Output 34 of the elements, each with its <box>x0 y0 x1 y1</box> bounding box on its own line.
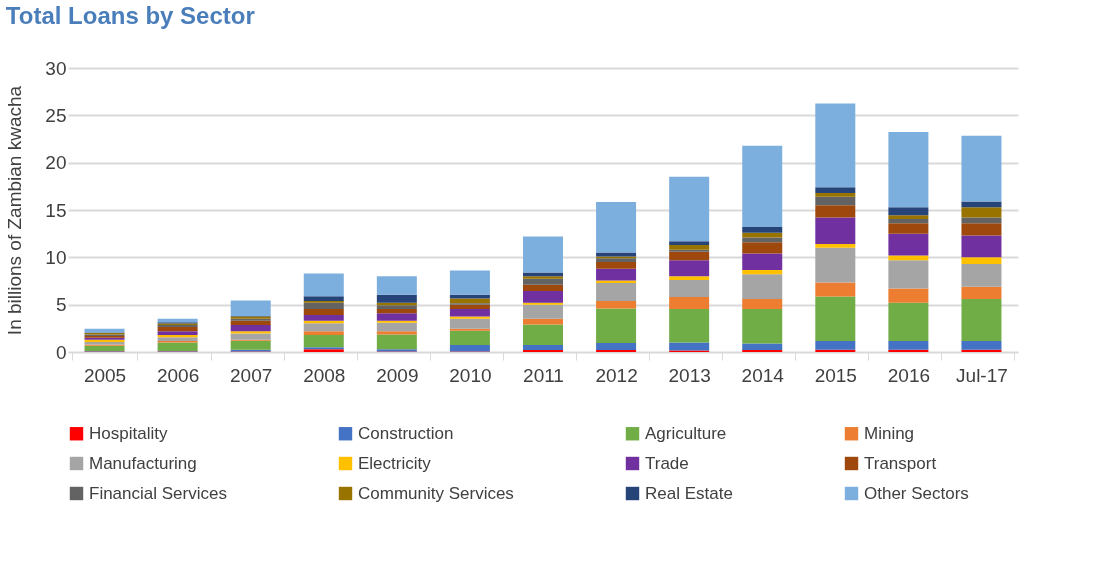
legend-label: Mining <box>864 423 915 443</box>
x-tick-label: 2008 <box>303 364 346 386</box>
x-tick-label: 2013 <box>668 364 711 386</box>
x-tick-label: 2005 <box>83 364 127 386</box>
legend-label: Electricity <box>358 453 432 473</box>
x-tick-label: 2016 <box>887 364 931 386</box>
y-tick-label: 5 <box>55 294 67 316</box>
x-tick-label: 2014 <box>741 364 785 386</box>
legend-label: Real Estate <box>645 483 733 503</box>
y-tick-label: 20 <box>45 152 67 174</box>
y-tick-label: 25 <box>45 104 67 126</box>
legend-label: Community Services <box>358 483 514 503</box>
chart-title: Total Loans by Sector <box>5 2 255 29</box>
y-axis-title: In billions of Zambian kwacha <box>4 85 26 336</box>
legend-label: Trade <box>645 453 689 473</box>
legend-label: Agriculture <box>645 423 727 443</box>
x-tick-label: 2010 <box>449 364 492 386</box>
legend-label: Transport <box>864 453 937 473</box>
x-tick-label: 2011 <box>523 364 564 386</box>
legend-label: Financial Services <box>89 483 227 503</box>
legend-label: Other Sectors <box>864 483 969 503</box>
x-tick-label: 2009 <box>376 364 419 386</box>
x-tick-label: 2007 <box>230 364 273 386</box>
x-tick-label: 2012 <box>595 364 638 386</box>
y-tick-label: 30 <box>45 57 67 79</box>
legend-label: Manufacturing <box>89 453 197 473</box>
y-tick-label: 15 <box>45 199 67 221</box>
legend-label: Construction <box>358 423 454 443</box>
x-tick-label: 2006 <box>156 364 200 386</box>
x-tick-label: Jul-17 <box>956 364 1008 386</box>
legend-label: Hospitality <box>89 423 168 443</box>
y-tick-label: 10 <box>45 246 67 268</box>
y-tick-label: 0 <box>55 341 67 363</box>
x-tick-label: 2015 <box>814 364 857 386</box>
